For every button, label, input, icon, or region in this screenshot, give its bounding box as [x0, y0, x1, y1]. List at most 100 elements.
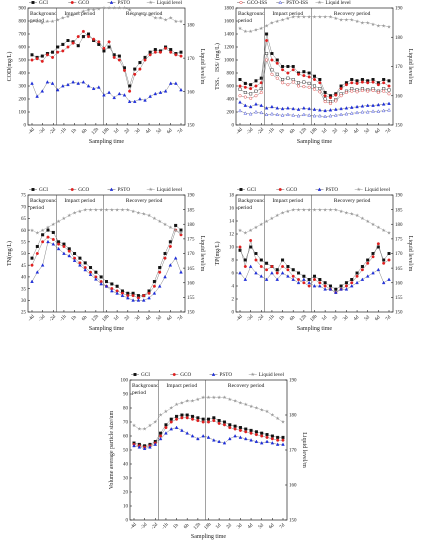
data-point [67, 253, 72, 258]
y2-tick-label: 190 [187, 194, 195, 199]
data-point [323, 108, 327, 113]
y-tick-label: 200 [19, 98, 27, 103]
data-point: ★ [259, 26, 264, 32]
x-tick-label: 4d [353, 128, 360, 135]
data-point: ★ [179, 231, 184, 237]
period-label: Recovery period [334, 11, 371, 17]
y2-tick-label: 150 [289, 519, 297, 524]
data-point [180, 416, 184, 420]
data-point [212, 416, 216, 420]
data-point: ★ [94, 207, 99, 213]
y-tick-label: 50 [123, 449, 129, 454]
data-point [133, 67, 137, 71]
data-point [254, 102, 258, 106]
plot-frame [27, 7, 186, 126]
data-point: ★ [248, 29, 253, 35]
x-tick-label: 1d [321, 315, 328, 322]
y2-tick-label: 170 [395, 65, 403, 70]
data-point [104, 280, 108, 284]
data-point [51, 50, 55, 54]
y-tick-label: 35 [21, 287, 27, 292]
data-point: ★ [110, 207, 115, 213]
data-point [254, 84, 258, 88]
data-point: ★ [50, 19, 55, 25]
y-tick-label: 600 [227, 85, 235, 90]
series-psto-ss [238, 100, 391, 113]
data-point [81, 35, 85, 39]
x-tick-label: -3d [38, 127, 47, 136]
data-point [371, 103, 375, 107]
data-point [302, 281, 306, 285]
data-point [265, 268, 269, 272]
data-point: ★ [323, 14, 328, 20]
series-line [31, 31, 182, 92]
data-point [104, 284, 109, 288]
data-point [259, 441, 264, 445]
data-point [323, 100, 327, 104]
data-point [238, 87, 242, 91]
data-point: ★ [270, 20, 275, 26]
period-label: period [30, 205, 44, 211]
data-point [387, 277, 391, 281]
data-point [381, 280, 386, 285]
y2-tick-label: 160 [395, 281, 403, 286]
data-point: ★ [280, 210, 285, 216]
data-point [302, 277, 306, 281]
data-point: ★ [158, 413, 163, 419]
data-point [87, 35, 91, 39]
data-point: ★ [143, 12, 148, 18]
data-point [97, 85, 101, 89]
x-tick-label: -2d [49, 127, 58, 136]
data-point [313, 84, 317, 88]
data-point [281, 265, 285, 269]
data-point [148, 445, 152, 449]
data-point [275, 76, 279, 80]
period-label: Background [238, 198, 265, 204]
data-point [238, 84, 242, 88]
data-point [238, 108, 242, 113]
data-point: ★ [163, 17, 168, 23]
data-point [212, 438, 216, 442]
y-tick-label: 20 [123, 491, 129, 496]
data-point [142, 294, 146, 298]
data-point [360, 268, 364, 272]
data-point [112, 95, 116, 100]
series-gco-ss [238, 39, 391, 100]
data-point [168, 263, 173, 267]
x-tick-label: -2d [257, 127, 266, 136]
x-tick-label: 1d [215, 523, 222, 530]
x-tick-label: 6d [166, 128, 173, 135]
data-point: ★ [259, 407, 264, 413]
data-point: ★ [153, 420, 158, 426]
data-point [286, 112, 290, 116]
data-point: ★ [365, 20, 370, 26]
y-tick-label: 100 [19, 111, 27, 116]
data-point [387, 258, 391, 262]
data-point [281, 77, 285, 81]
data-point [117, 58, 121, 62]
series-psto [30, 80, 183, 103]
x-tick-label: 1h [279, 128, 286, 135]
data-point [137, 445, 142, 449]
data-point [344, 90, 348, 94]
x-axis-title: Sampling time [191, 534, 227, 540]
data-point [55, 87, 60, 92]
data-point [244, 427, 248, 431]
data-point: ★ [56, 219, 61, 225]
data-point [382, 81, 386, 85]
y2-axis-title: Liquid level/m [301, 432, 307, 468]
data-point: ★ [126, 207, 131, 213]
data-point [334, 93, 338, 97]
data-point [270, 72, 274, 76]
data-point [158, 50, 162, 54]
data-point [291, 106, 295, 111]
data-point [275, 61, 279, 65]
legend-marker [133, 373, 137, 377]
data-point [265, 32, 269, 36]
x-tick-label: 1d [321, 128, 328, 135]
data-point [360, 77, 364, 81]
data-point [254, 94, 258, 98]
chart-panel-3: 25 30 35 40 45 50 55 60 65 70 75 150 155 160 165 170 175… [6, 187, 205, 332]
data-point [248, 104, 253, 109]
data-point [254, 79, 258, 83]
